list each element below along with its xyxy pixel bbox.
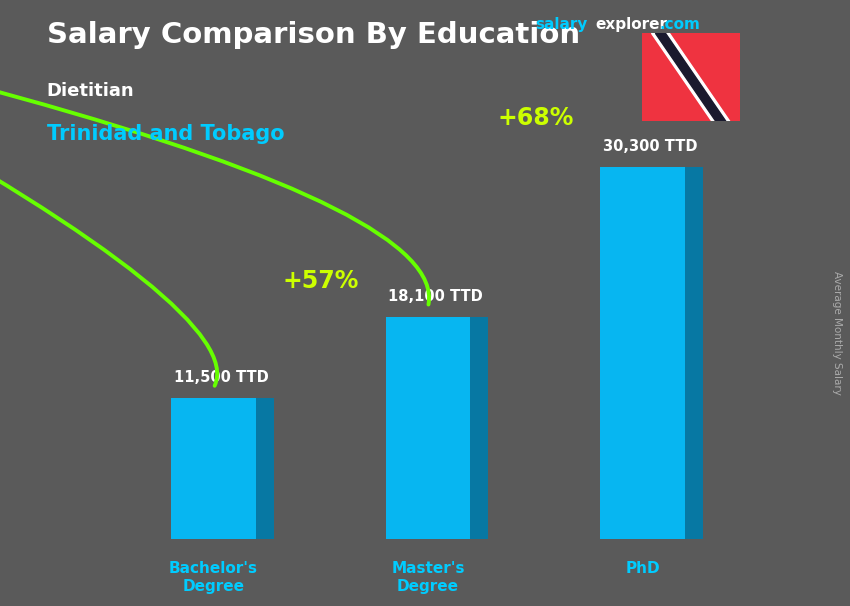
FancyBboxPatch shape bbox=[600, 167, 684, 539]
Polygon shape bbox=[256, 398, 274, 539]
Text: Average Monthly Salary: Average Monthly Salary bbox=[832, 271, 842, 395]
Text: 18,100 TTD: 18,100 TTD bbox=[388, 288, 483, 304]
Text: Bachelor's
Degree: Bachelor's Degree bbox=[169, 561, 258, 594]
Text: +68%: +68% bbox=[497, 106, 574, 130]
Text: Dietitian: Dietitian bbox=[47, 82, 134, 100]
Text: 30,300 TTD: 30,300 TTD bbox=[603, 139, 697, 154]
FancyBboxPatch shape bbox=[172, 398, 256, 539]
Text: explorer: explorer bbox=[595, 17, 667, 32]
Text: +57%: +57% bbox=[282, 270, 359, 293]
Text: 11,500 TTD: 11,500 TTD bbox=[173, 370, 269, 385]
Text: salary: salary bbox=[536, 17, 588, 32]
FancyBboxPatch shape bbox=[386, 317, 470, 539]
Text: Trinidad and Tobago: Trinidad and Tobago bbox=[47, 124, 285, 144]
Polygon shape bbox=[655, 33, 726, 121]
Polygon shape bbox=[651, 33, 729, 121]
Text: Salary Comparison By Education: Salary Comparison By Education bbox=[47, 21, 580, 49]
Polygon shape bbox=[684, 167, 703, 539]
Polygon shape bbox=[470, 317, 489, 539]
Text: PhD: PhD bbox=[625, 561, 660, 576]
Text: Master's
Degree: Master's Degree bbox=[391, 561, 465, 594]
Text: .com: .com bbox=[660, 17, 700, 32]
